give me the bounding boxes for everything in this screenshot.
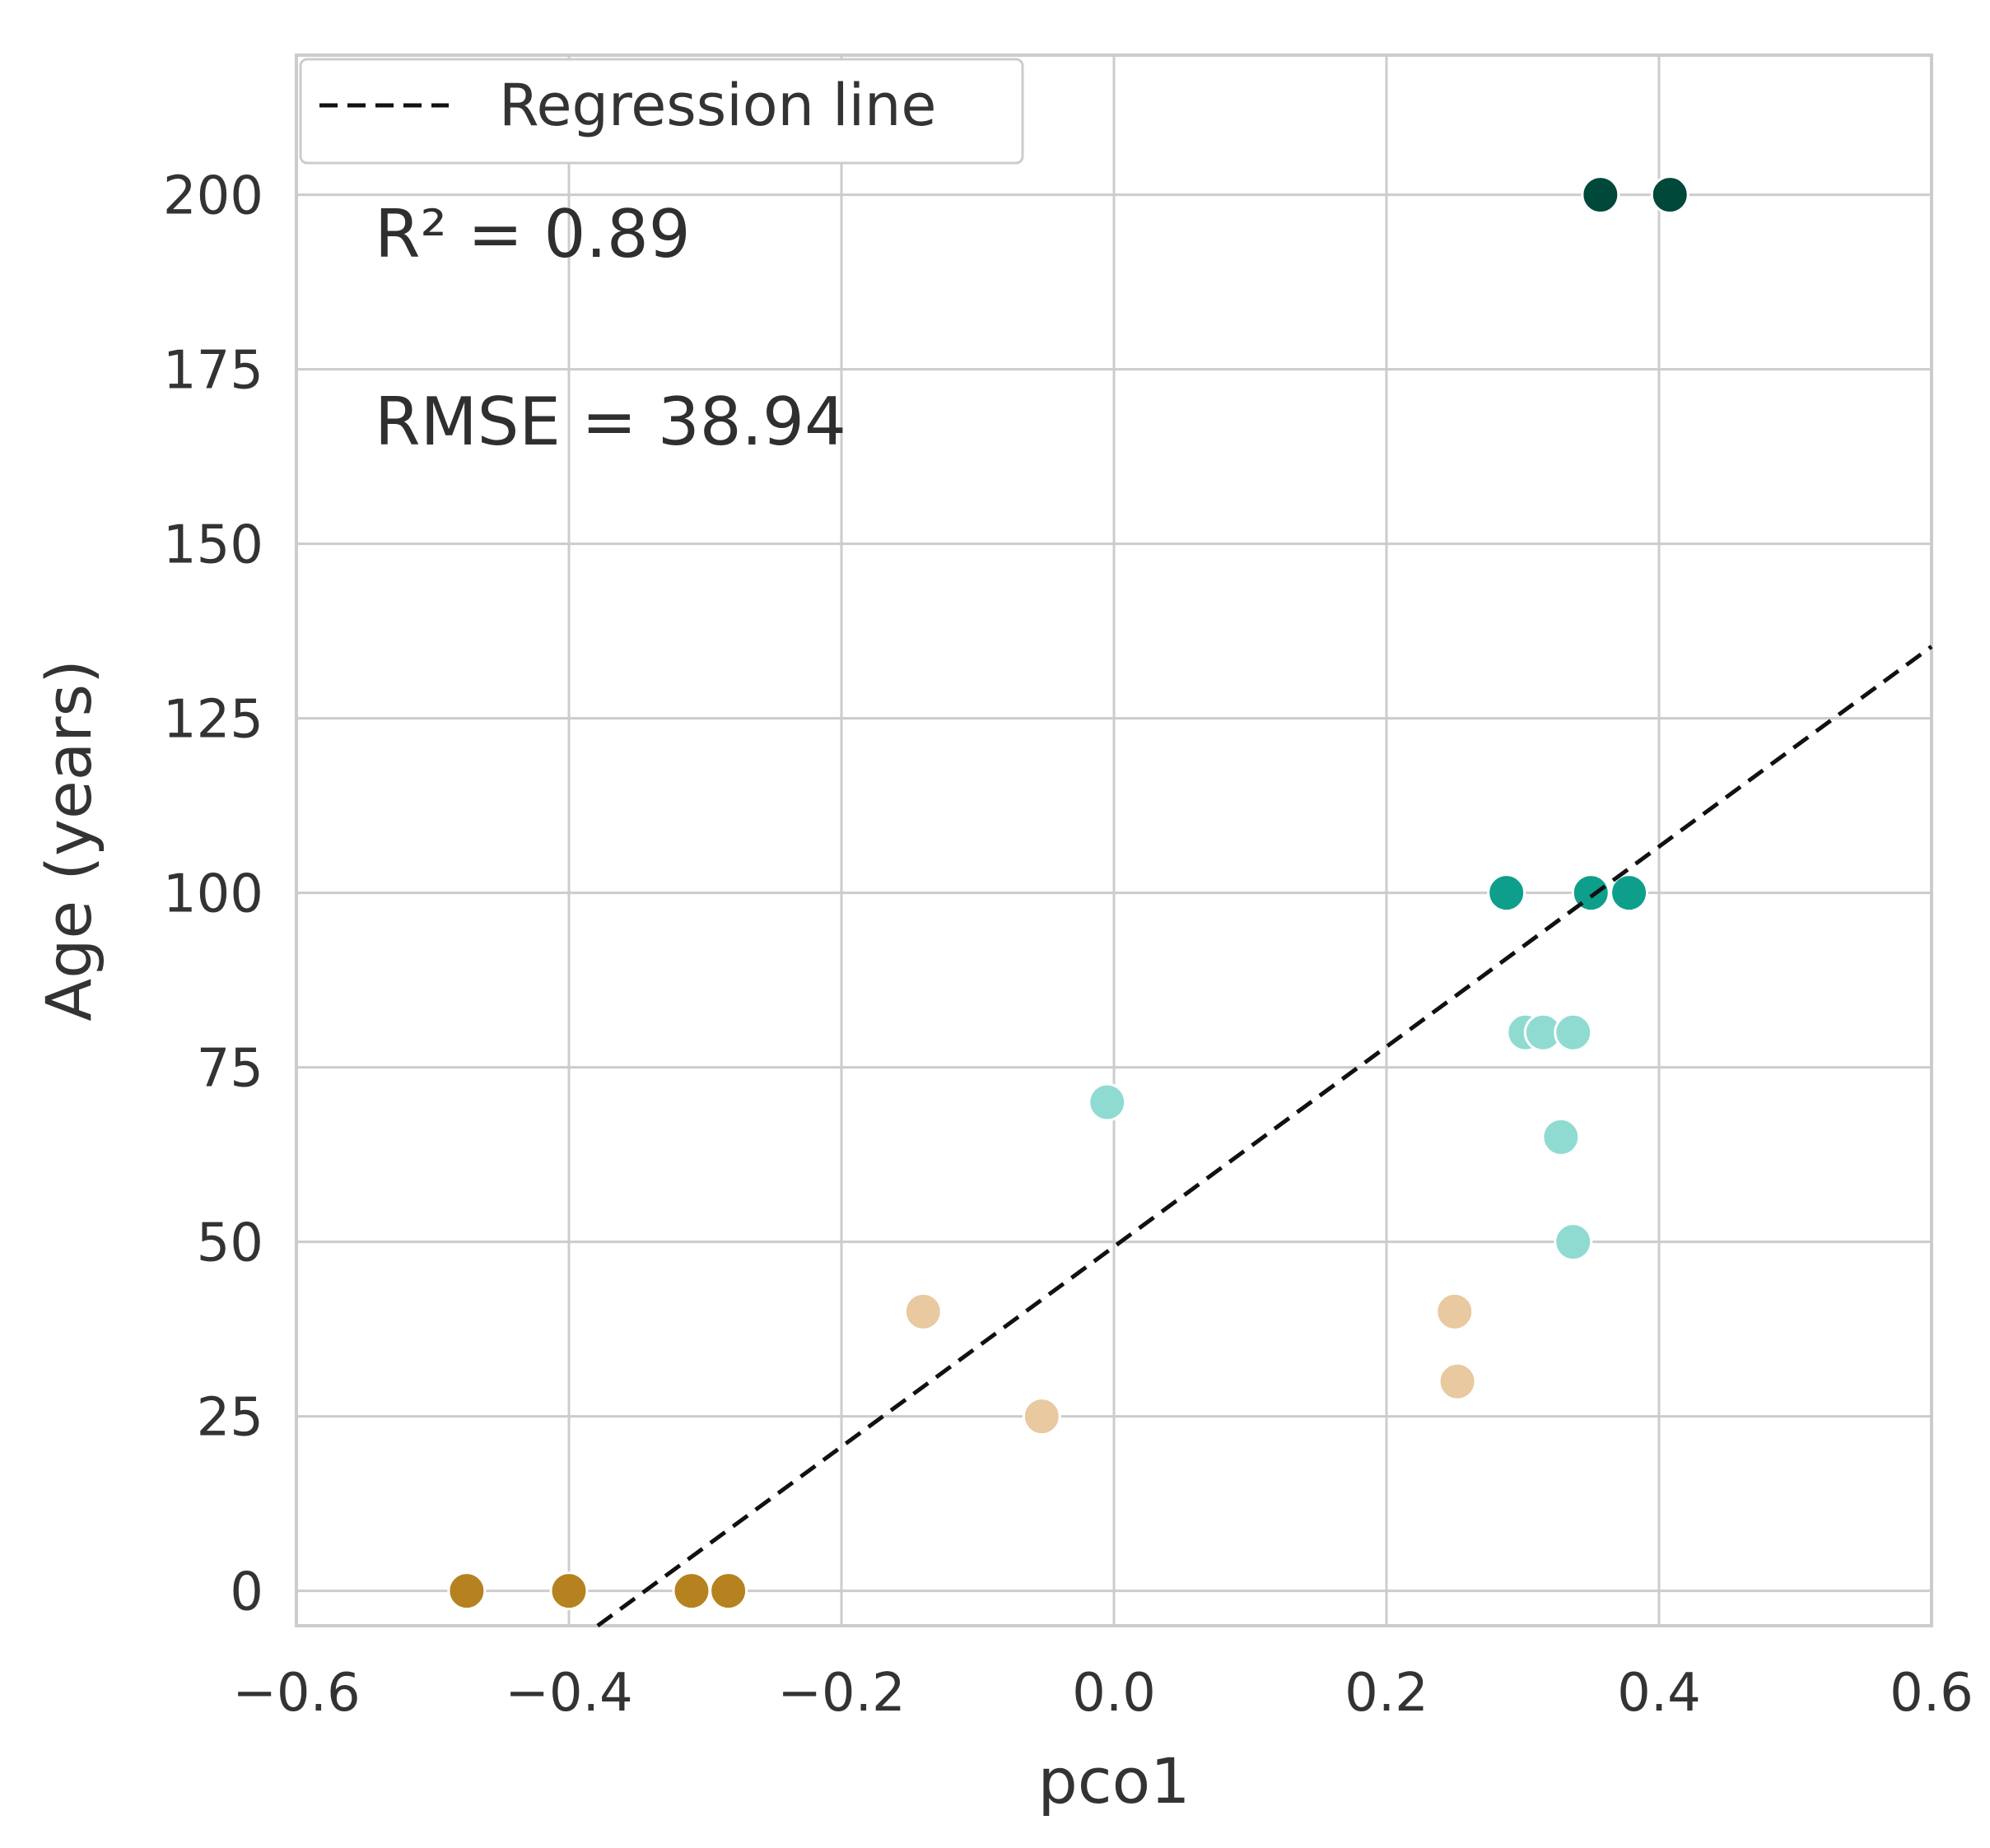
plot-frame	[295, 54, 1933, 1627]
data-point	[1610, 873, 1649, 913]
x-tick-label: −0.6	[232, 1663, 360, 1724]
y-tick-label: 175	[163, 341, 263, 402]
data-point	[1487, 873, 1526, 913]
y-tick-label: 75	[197, 1039, 263, 1100]
data-point	[903, 1292, 943, 1331]
data-point	[1541, 1117, 1581, 1157]
y-tick-label: 100	[163, 864, 263, 925]
legend: Regression line	[299, 58, 1024, 165]
data-point	[1650, 175, 1689, 215]
data-point	[709, 1571, 748, 1611]
x-tick-label: 0.4	[1617, 1663, 1701, 1724]
data-point	[672, 1571, 711, 1611]
data-point	[1022, 1397, 1061, 1436]
data-point	[1435, 1292, 1475, 1331]
data-point	[1438, 1362, 1477, 1401]
y-tick-label: 25	[197, 1388, 263, 1449]
data-point	[1581, 175, 1620, 215]
r-squared-annotation: R² = 0.89	[375, 196, 691, 272]
legend-box	[299, 58, 1024, 165]
x-tick-label: −0.4	[505, 1663, 632, 1724]
legend-label: Regression line	[499, 72, 936, 139]
x-tick-label: 0.2	[1345, 1663, 1428, 1724]
y-tick-label: 50	[197, 1213, 263, 1274]
data-point	[447, 1571, 487, 1611]
y-tick-label: 125	[163, 690, 263, 751]
data-point	[1554, 1222, 1593, 1262]
data-point	[549, 1571, 589, 1611]
y-tick-label: 0	[230, 1562, 263, 1623]
data-point	[1088, 1082, 1127, 1122]
data-points	[447, 175, 1689, 1611]
rmse-annotation: RMSE = 38.94	[375, 384, 846, 460]
regression-line	[596, 645, 1933, 1628]
y-tick-label: 150	[163, 515, 263, 576]
y-axis-title: Age (years)	[32, 659, 105, 1022]
x-axis-title: pco1	[1038, 1744, 1191, 1818]
y-tick-label: 200	[163, 166, 263, 227]
x-tick-label: 0.6	[1890, 1663, 1974, 1724]
x-tick-label: 0.0	[1072, 1663, 1156, 1724]
tick-labels: −0.6 −0.4 −0.2 0.0 0.2 0.4 0.6 0 25 50 75 100 125 150…	[163, 166, 1974, 1724]
data-point	[1554, 1012, 1593, 1052]
x-tick-label: −0.2	[777, 1663, 905, 1724]
